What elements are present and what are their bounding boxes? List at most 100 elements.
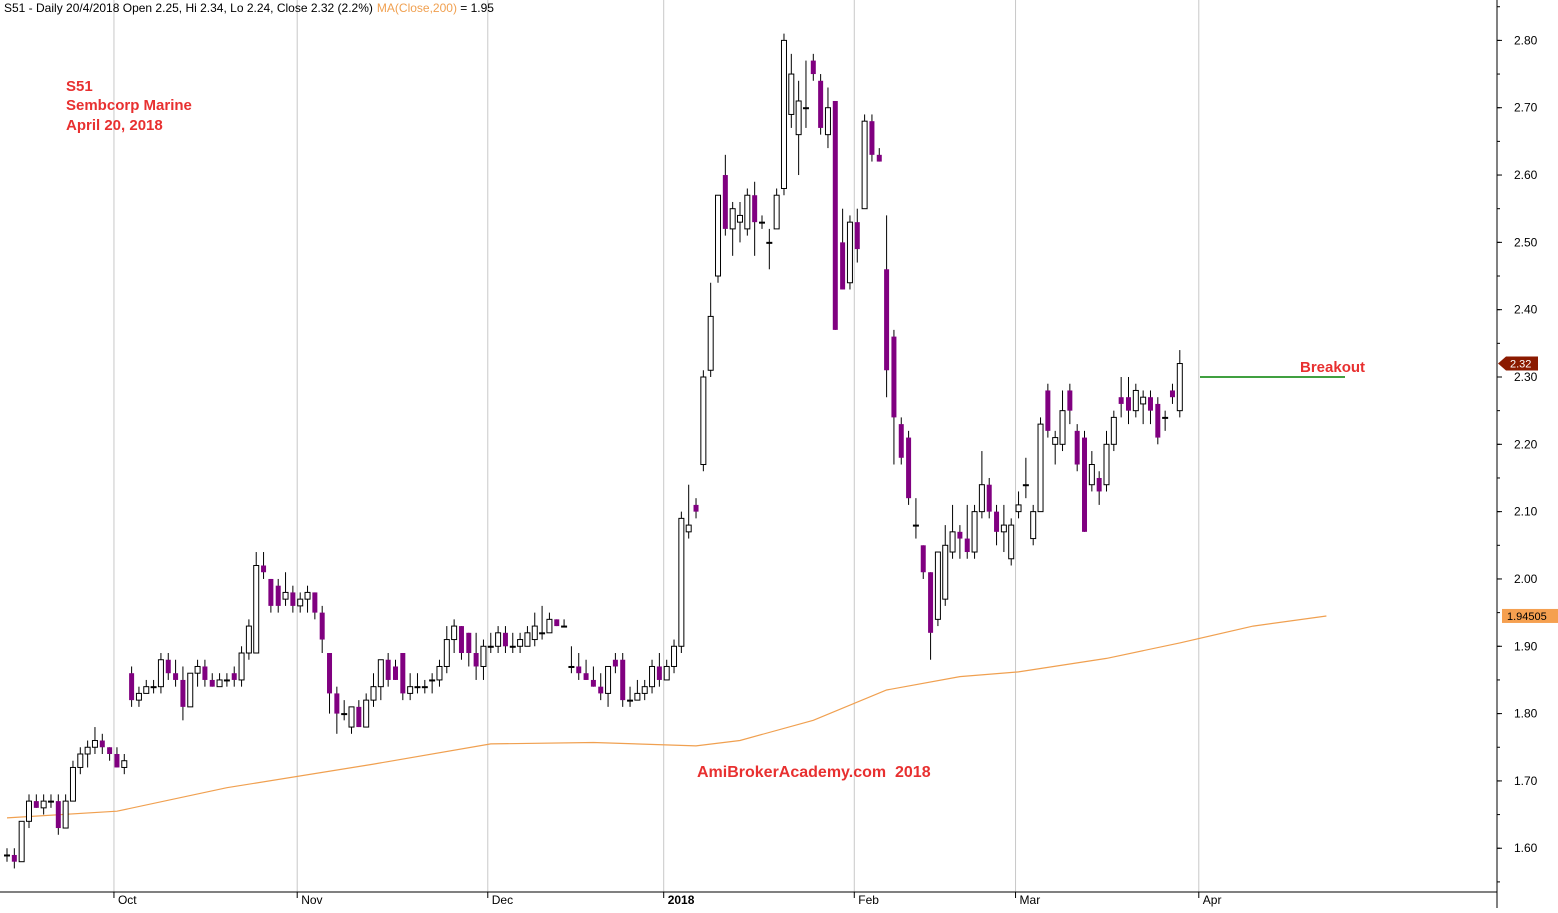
candle [627, 686, 634, 707]
candle [1067, 383, 1073, 425]
candle-body [312, 592, 318, 613]
candle [209, 673, 215, 687]
header-ma-line: MA(Close,200) = 1.95 [377, 1, 494, 15]
ma-price-label: 1.94505 [1507, 611, 1547, 623]
candle [620, 653, 626, 707]
candle [1008, 518, 1015, 566]
candle-body [297, 598, 304, 607]
candle-body [986, 484, 992, 512]
header-ma-label: MA(Close,200) [377, 1, 457, 15]
candle-body [421, 686, 428, 689]
candle [91, 727, 98, 754]
candle [906, 430, 912, 505]
candle-body [906, 437, 912, 499]
candle [1096, 471, 1102, 505]
candle [392, 659, 398, 680]
annotation-line-2: Sembcorp Marine [66, 97, 192, 114]
candle [107, 747, 113, 761]
candle-body [729, 208, 736, 230]
candle [795, 80, 802, 176]
candle [180, 666, 186, 721]
candle-body [173, 673, 179, 680]
candle-body [744, 194, 751, 230]
candle [524, 626, 531, 647]
candle-body [700, 376, 707, 466]
overlay-layer: 2.32 1.94505 [1200, 356, 1558, 623]
candle-body [407, 686, 414, 694]
candle [451, 619, 458, 654]
candle-body [377, 659, 384, 688]
candle [327, 653, 333, 714]
candle [363, 693, 370, 728]
candle-body [11, 854, 17, 862]
candle [150, 679, 157, 694]
x-tick-label: Feb [858, 893, 879, 907]
candle [546, 612, 553, 634]
y-tick-label: 2.00 [1514, 572, 1538, 586]
candle-body [758, 221, 765, 224]
candle [928, 572, 934, 660]
candle [18, 820, 25, 863]
candle [370, 673, 377, 707]
candle-body [47, 800, 54, 803]
candle-body [612, 659, 618, 667]
candle [421, 679, 428, 694]
candle-body [634, 692, 641, 701]
candle-body [1155, 403, 1161, 438]
x-tick-label: Oct [118, 893, 137, 907]
candle [356, 700, 362, 728]
candle [135, 686, 142, 707]
candle-body [370, 686, 377, 701]
candle-body [290, 592, 296, 606]
candle [268, 578, 274, 613]
candle-body [1125, 397, 1131, 411]
candle [377, 659, 384, 701]
candle [62, 794, 69, 829]
candle-body [1015, 504, 1022, 513]
candle [840, 208, 846, 290]
candle [400, 653, 406, 701]
candle-body [436, 665, 443, 681]
ma-line [6, 615, 1327, 819]
candle-body [590, 679, 596, 687]
annotation-line-1: S51 [66, 78, 93, 95]
candle [1118, 376, 1124, 418]
candle-body [348, 706, 355, 728]
annotation-line-3: April 20, 2018 [66, 117, 163, 134]
candle-body [891, 336, 897, 418]
candle [978, 451, 985, 519]
candle [487, 632, 494, 654]
candle [473, 632, 479, 680]
candle-body [1140, 396, 1147, 405]
candle [480, 639, 487, 680]
candle [84, 740, 91, 768]
y-tick-label: 2.60 [1514, 168, 1538, 182]
last-price-label: 2.32 [1510, 359, 1531, 371]
candle [495, 626, 502, 654]
candle [1110, 410, 1117, 452]
candle [1155, 397, 1161, 445]
candle-body [253, 564, 260, 654]
candle [846, 215, 853, 290]
candle-body [788, 73, 795, 115]
candle [429, 673, 436, 694]
candle [752, 181, 758, 256]
candle-body [898, 424, 904, 458]
candle-body [40, 800, 47, 809]
x-tick-label: 2018 [668, 893, 695, 907]
candle [531, 612, 538, 647]
candle-body [994, 511, 1000, 532]
candle-body [319, 612, 325, 640]
candle [554, 619, 560, 627]
candle [414, 673, 421, 694]
candle-body [583, 673, 589, 680]
candle [348, 706, 355, 734]
candle-body [143, 686, 150, 694]
candle [275, 578, 281, 613]
candle [1015, 491, 1022, 519]
candle-body [1082, 437, 1088, 532]
candle-body [957, 531, 963, 539]
candle [297, 592, 304, 613]
candle [1088, 451, 1095, 492]
candle [824, 87, 831, 149]
